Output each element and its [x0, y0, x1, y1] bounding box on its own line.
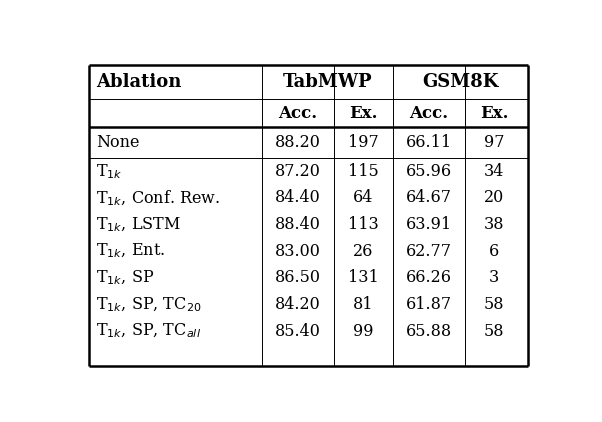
Text: Ablation: Ablation	[96, 73, 182, 91]
Text: 65.88: 65.88	[406, 322, 452, 340]
Text: 63.91: 63.91	[406, 216, 452, 233]
Text: T$_{1k}$, Ent.: T$_{1k}$, Ent.	[96, 242, 166, 260]
Text: 6: 6	[489, 243, 499, 260]
Text: 88.40: 88.40	[275, 216, 321, 233]
Text: T$_{1k}$, LSTM: T$_{1k}$, LSTM	[96, 215, 181, 234]
Text: 38: 38	[484, 216, 504, 233]
Text: T$_{1k}$, SP, TC$_{all}$: T$_{1k}$, SP, TC$_{all}$	[96, 322, 201, 340]
Text: 99: 99	[353, 322, 374, 340]
Text: 3: 3	[489, 269, 499, 286]
Text: 115: 115	[348, 163, 379, 180]
Text: 64: 64	[353, 189, 373, 206]
Text: 20: 20	[484, 189, 504, 206]
Text: T$_{1k}$, SP, TC$_{20}$: T$_{1k}$, SP, TC$_{20}$	[96, 295, 202, 314]
Text: 81: 81	[353, 296, 374, 313]
Text: 83.00: 83.00	[275, 243, 321, 260]
Text: 26: 26	[353, 243, 373, 260]
Text: 87.20: 87.20	[275, 163, 321, 180]
Text: T$_{1k}$, SP: T$_{1k}$, SP	[96, 268, 154, 287]
Text: 65.96: 65.96	[406, 163, 452, 180]
Text: 66.11: 66.11	[406, 134, 452, 151]
Text: 197: 197	[348, 134, 379, 151]
Text: 113: 113	[348, 216, 379, 233]
Text: TabMWP: TabMWP	[282, 73, 372, 91]
Text: Ex.: Ex.	[349, 105, 377, 122]
Text: 88.20: 88.20	[275, 134, 321, 151]
Text: None: None	[96, 134, 140, 151]
Text: 97: 97	[484, 134, 504, 151]
Text: Acc.: Acc.	[279, 105, 318, 122]
Text: 34: 34	[484, 163, 504, 180]
Text: T$_{1k}$: T$_{1k}$	[96, 162, 123, 181]
Text: 66.26: 66.26	[406, 269, 452, 286]
Text: 84.20: 84.20	[275, 296, 321, 313]
Text: 131: 131	[348, 269, 379, 286]
Text: 64.67: 64.67	[406, 189, 452, 206]
Text: 62.77: 62.77	[406, 243, 452, 260]
Text: T$_{1k}$, Conf. Rew.: T$_{1k}$, Conf. Rew.	[96, 188, 220, 208]
Text: GSM8K: GSM8K	[422, 73, 498, 91]
Text: 86.50: 86.50	[275, 269, 321, 286]
Text: 58: 58	[484, 296, 504, 313]
Text: 58: 58	[484, 322, 504, 340]
Text: Ex.: Ex.	[480, 105, 508, 122]
Text: 85.40: 85.40	[275, 322, 321, 340]
Text: 61.87: 61.87	[406, 296, 452, 313]
Text: Acc.: Acc.	[409, 105, 448, 122]
Text: 84.40: 84.40	[275, 189, 321, 206]
